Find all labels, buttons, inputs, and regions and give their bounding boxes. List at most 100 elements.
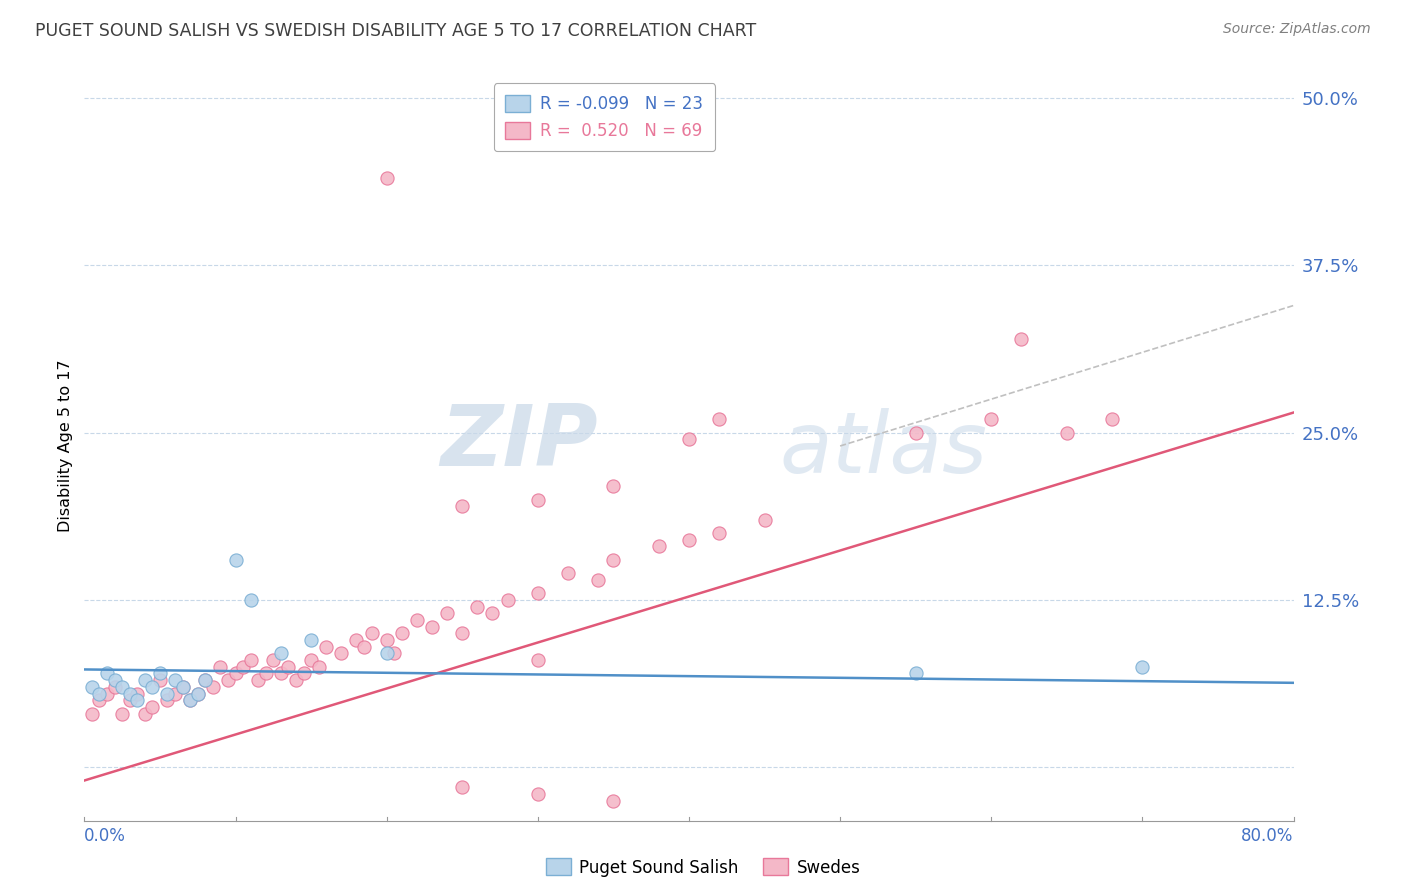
Point [527, 492, 550, 507]
Point [527, 586, 550, 600]
Point [270, 646, 292, 660]
Point [382, 646, 405, 660]
Point [194, 673, 217, 688]
Point [187, 687, 209, 701]
Point [451, 626, 474, 640]
Point [375, 633, 398, 648]
Point [225, 553, 247, 567]
Point [127, 687, 149, 701]
Point [346, 633, 368, 648]
Point [527, 653, 550, 667]
Point [1056, 425, 1078, 440]
Point [709, 412, 731, 426]
Text: Source: ZipAtlas.com: Source: ZipAtlas.com [1223, 22, 1371, 37]
Point [127, 693, 149, 707]
Text: atlas: atlas [780, 409, 987, 491]
Point [1011, 332, 1033, 346]
Point [225, 666, 247, 681]
Point [134, 673, 156, 688]
Legend: R = -0.099   N = 23, R =  0.520   N = 69: R = -0.099 N = 23, R = 0.520 N = 69 [494, 84, 716, 152]
Point [308, 660, 330, 674]
Point [194, 673, 217, 688]
Point [89, 693, 111, 707]
Text: 0.0%: 0.0% [84, 828, 127, 846]
Point [420, 620, 443, 634]
Point [451, 780, 474, 795]
Point [648, 539, 671, 553]
Point [904, 666, 927, 681]
Point [104, 680, 127, 694]
Point [557, 566, 579, 581]
Point [141, 680, 163, 694]
Point [299, 653, 322, 667]
Point [709, 526, 731, 541]
Point [80, 680, 103, 694]
Point [754, 513, 776, 527]
Point [436, 607, 458, 621]
Legend: Puget Sound Salish, Swedes: Puget Sound Salish, Swedes [538, 852, 868, 883]
Point [134, 706, 156, 721]
Point [292, 666, 315, 681]
Point [217, 673, 239, 688]
Text: ZIP: ZIP [440, 401, 599, 483]
Point [277, 660, 299, 674]
Point [1130, 660, 1153, 674]
Point [678, 433, 700, 447]
Point [165, 687, 187, 701]
Point [118, 687, 141, 701]
Point [149, 666, 172, 681]
Point [375, 646, 398, 660]
Text: PUGET SOUND SALISH VS SWEDISH DISABILITY AGE 5 TO 17 CORRELATION CHART: PUGET SOUND SALISH VS SWEDISH DISABILITY… [35, 22, 756, 40]
Point [149, 673, 172, 688]
Point [239, 653, 262, 667]
Point [904, 425, 927, 440]
Point [254, 666, 277, 681]
Point [980, 412, 1002, 426]
Point [391, 626, 413, 640]
Point [141, 700, 163, 714]
Point [496, 593, 519, 607]
Point [232, 660, 254, 674]
Point [481, 607, 503, 621]
Point [588, 573, 610, 587]
Point [262, 653, 284, 667]
Point [89, 687, 111, 701]
Point [96, 666, 118, 681]
Point [527, 787, 550, 801]
Point [111, 680, 134, 694]
Point [156, 693, 179, 707]
Point [118, 693, 141, 707]
Point [156, 687, 179, 701]
Point [209, 660, 232, 674]
Point [172, 680, 194, 694]
Point [602, 553, 624, 567]
Point [239, 593, 262, 607]
Point [602, 794, 624, 808]
Point [187, 687, 209, 701]
Point [179, 693, 201, 707]
Point [247, 673, 270, 688]
Point [467, 599, 489, 614]
Point [353, 640, 375, 654]
Point [360, 626, 382, 640]
Point [165, 673, 187, 688]
Point [80, 706, 103, 721]
Point [315, 640, 337, 654]
Point [602, 479, 624, 493]
Point [406, 613, 429, 627]
Point [111, 706, 134, 721]
Point [330, 646, 353, 660]
Point [179, 693, 201, 707]
Point [172, 680, 194, 694]
Point [375, 171, 398, 186]
Point [451, 500, 474, 514]
Point [96, 687, 118, 701]
Point [1101, 412, 1123, 426]
Point [299, 633, 322, 648]
Point [285, 673, 308, 688]
Point [201, 680, 224, 694]
Point [678, 533, 700, 547]
Point [104, 673, 127, 688]
Point [270, 666, 292, 681]
Y-axis label: Disability Age 5 to 17: Disability Age 5 to 17 [58, 359, 73, 533]
